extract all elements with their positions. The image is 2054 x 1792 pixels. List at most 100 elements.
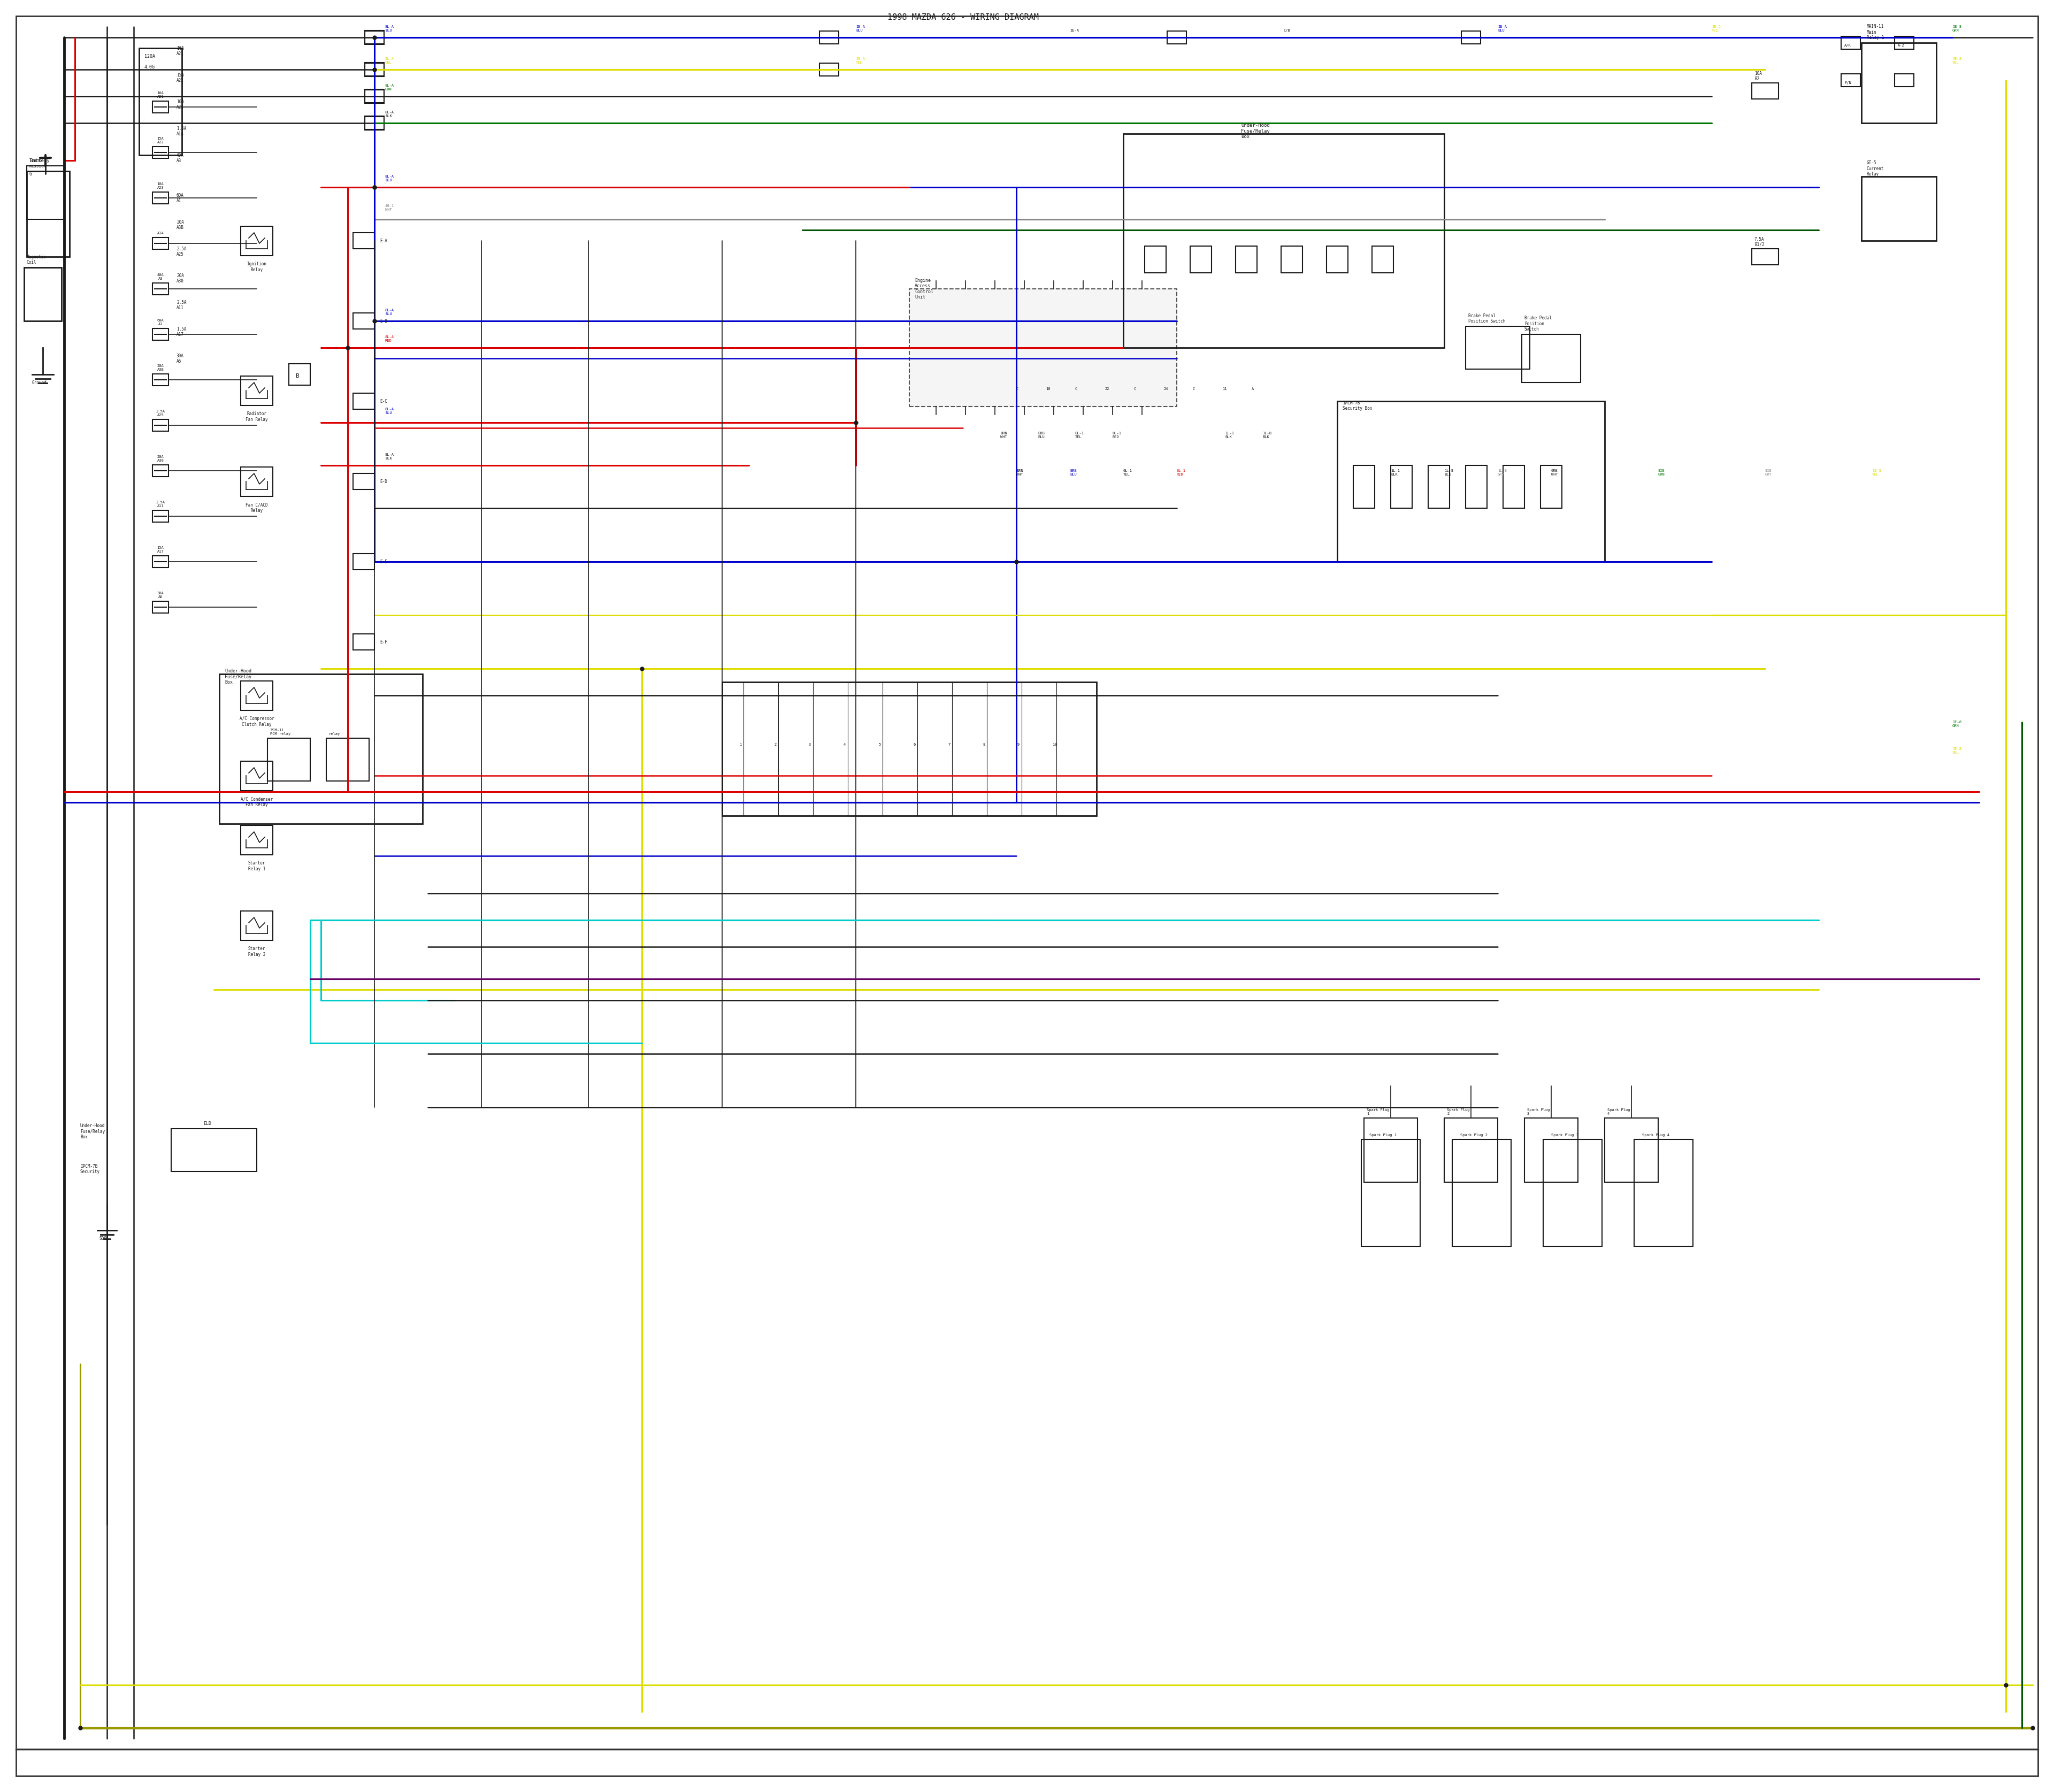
Text: E-D: E-D [380, 478, 388, 484]
Bar [1452, 1140, 1512, 1247]
Text: 6: 6 [914, 744, 916, 745]
Bar [240, 762, 273, 790]
Text: 30A
A6: 30A A6 [156, 591, 164, 599]
Text: IE-8
YEL: IE-8 YEL [1953, 57, 1962, 65]
Text: 20A
A3B: 20A A3B [156, 364, 164, 371]
Text: G: G [29, 172, 33, 177]
Text: C: C [1193, 387, 1195, 391]
Text: 8L-A
BLK: 8L-A BLK [386, 453, 394, 461]
Bar [152, 100, 168, 113]
Bar [152, 192, 168, 204]
Text: IACM-7B
Security Box: IACM-7B Security Box [1343, 400, 1372, 410]
Bar [152, 147, 168, 158]
Bar [152, 464, 168, 477]
Text: E-F: E-F [380, 640, 388, 645]
Bar [27, 172, 70, 256]
Text: 24: 24 [1163, 387, 1169, 391]
Text: IE-A
BLU: IE-A BLU [857, 25, 865, 32]
Bar [27, 167, 64, 219]
Text: 0L-1
RED: 0L-1 RED [1177, 470, 1185, 477]
Bar [1362, 1140, 1419, 1247]
Text: Engine
Access
Control
Unit: Engine Access Control Unit [914, 278, 933, 299]
Text: A: A [1251, 387, 1253, 391]
Text: Spark Plug
1: Spark Plug 1 [1366, 1109, 1389, 1115]
Bar [1543, 1140, 1602, 1247]
Text: 2.5A
A25: 2.5A A25 [177, 246, 187, 256]
Text: BRB
BLU: BRB BLU [1037, 432, 1045, 439]
Text: 4H-1
WHT: 4H-1 WHT [386, 204, 394, 211]
Text: 1998 MAZDA 626 - WIRING DIAGRAM: 1998 MAZDA 626 - WIRING DIAGRAM [887, 13, 1039, 22]
Bar [152, 375, 168, 385]
Bar [1524, 1118, 1577, 1183]
Bar [366, 116, 384, 131]
Bar [1354, 466, 1374, 509]
Bar [240, 681, 273, 710]
Bar [366, 63, 384, 75]
Bar [1861, 43, 1937, 124]
Text: 15A
A22: 15A A22 [156, 136, 164, 143]
Text: 1.5A
A14: 1.5A A14 [177, 125, 187, 136]
Bar [1894, 73, 1914, 86]
Text: 16A
A21: 16A A21 [177, 47, 185, 56]
Text: IE-8
YEL: IE-8 YEL [1953, 747, 1962, 754]
Text: Battery: Battery [29, 158, 49, 163]
Bar [723, 683, 1097, 815]
Bar [152, 511, 168, 521]
Bar [240, 824, 273, 855]
Text: 1L-1
BLK: 1L-1 BLK [1391, 470, 1401, 477]
Text: 2.5A
A11: 2.5A A11 [177, 299, 187, 310]
Text: 1L-8
BLK: 1L-8 BLK [1444, 470, 1454, 477]
Bar [170, 1129, 257, 1172]
Bar [1467, 326, 1530, 369]
Text: Ignition
Relay: Ignition Relay [246, 262, 267, 272]
Text: 1L-1
BLK: 1L-1 BLK [1224, 432, 1234, 439]
Text: 11: 11 [1222, 387, 1226, 391]
Text: 20A
A3B: 20A A3B [177, 220, 185, 229]
Text: Under-Hood
Fuse/Relay
Box: Under-Hood Fuse/Relay Box [1241, 124, 1269, 140]
Text: PCM-11
PCM relay: PCM-11 PCM relay [271, 729, 290, 735]
Text: 8IE
GRY: 8IE GRY [1764, 470, 1773, 477]
Text: Under-Hood
Fuse/Relay
Box: Under-Hood Fuse/Relay Box [224, 668, 251, 685]
Text: 40A
A3: 40A A3 [177, 152, 185, 163]
Bar [240, 466, 273, 496]
Text: 3: 3 [809, 744, 811, 745]
Text: 5: 5 [879, 744, 881, 745]
Bar [1540, 466, 1561, 509]
Text: E-A: E-A [380, 238, 388, 244]
Text: 8L-A
RED: 8L-A RED [386, 335, 394, 342]
Bar [290, 364, 310, 385]
Text: 10: 10 [1052, 744, 1056, 745]
Bar [1861, 177, 1937, 240]
Bar [1237, 246, 1257, 272]
Bar [152, 238, 168, 249]
Text: 10A
B2: 10A B2 [1754, 72, 1762, 81]
Text: 15A
A17: 15A A17 [156, 547, 164, 554]
Text: 1.5A
A17: 1.5A A17 [177, 326, 187, 337]
Text: C: C [1017, 387, 1019, 391]
Text: 8L-A
BLU: 8L-A BLU [386, 176, 394, 181]
Text: IE-8
GRN: IE-8 GRN [1953, 720, 1962, 728]
Bar [353, 473, 374, 489]
Text: IE-8
YEL: IE-8 YEL [1871, 470, 1881, 477]
Bar [1167, 30, 1187, 43]
Text: Ground: Ground [33, 380, 47, 385]
Text: 8L-A
BLU: 8L-A BLU [386, 308, 394, 315]
Bar [140, 48, 183, 156]
Text: F/N: F/N [1844, 81, 1851, 84]
Text: 8L-A
GRN: 8L-A GRN [386, 84, 394, 91]
Text: Magnetic
Coil: Magnetic Coil [27, 254, 47, 265]
Text: Spark Plug 4: Spark Plug 4 [1641, 1134, 1670, 1136]
Text: 8L-A
BLU: 8L-A BLU [386, 407, 394, 414]
Bar [820, 30, 838, 43]
Bar [1460, 30, 1481, 43]
Bar [820, 63, 838, 75]
Bar [366, 30, 384, 43]
Text: MAIN-11
Main
Relay 1: MAIN-11 Main Relay 1 [1867, 23, 1884, 39]
Bar [1894, 36, 1914, 48]
Text: C/B: C/B [1284, 29, 1290, 32]
Text: A/R: A/R [1844, 43, 1851, 47]
Bar [152, 556, 168, 568]
Text: IE-5
YEL: IE-5 YEL [1711, 25, 1721, 32]
Text: GT-5
Current
Relay: GT-5 Current Relay [1867, 161, 1884, 177]
Text: 16A
A21: 16A A21 [156, 91, 164, 99]
